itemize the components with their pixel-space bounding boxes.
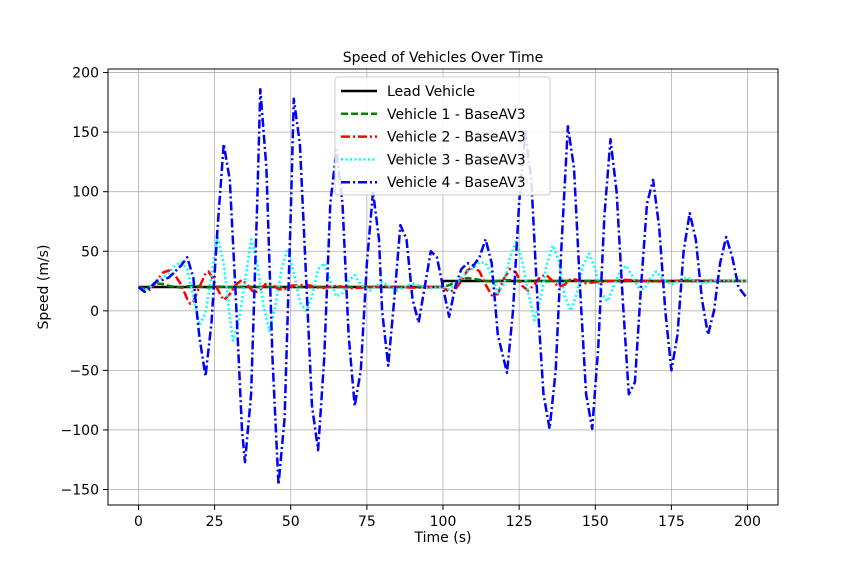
x-tick-label: 25 [206,514,224,530]
y-tick-label: 0 [90,304,99,320]
x-tick-label: 150 [582,514,609,530]
legend-label-vehicle-2-baseav3: Vehicle 2 - BaseAV3 [387,130,526,146]
x-tick-label: 0 [134,514,143,530]
series-line-vehicle-4-baseav3 [137,88,749,486]
x-axis-title: Time (s) [414,530,472,546]
series-line-vehicle-1-baseav3 [138,276,748,291]
legend: Lead Vehicle Vehicle 1 - BaseAV3 Vehicle 2… [334,76,551,196]
legend-label-vehicle-4-baseav3: Vehicle 4 - BaseAV3 [387,175,526,191]
y-tick-label: 50 [81,244,99,260]
y-tick-label: −50 [69,363,99,379]
series-group [137,88,749,486]
x-tick-label: 175 [658,514,685,530]
chart-title: Speed of Vehicles Over Time [343,50,543,66]
x-tick-label: 50 [282,514,300,530]
series-layer [137,88,749,486]
legend-label-vehicle-3-baseav3: Vehicle 3 - BaseAV3 [387,152,526,168]
legend-label-vehicle-1-baseav3: Vehicle 1 - BaseAV3 [387,107,526,123]
y-tick-label: 200 [72,66,99,82]
x-tick-label: 200 [734,514,761,530]
x-tick-label: 125 [506,514,533,530]
y-tick-label: 100 [72,185,99,201]
y-tick-label: 150 [72,125,99,141]
y-tick-label: −150 [61,483,99,499]
y-tick-label: −100 [61,423,99,439]
legend-box [334,76,551,196]
y-axis-title: Speed (m/s) [36,245,52,330]
x-tick-label: 75 [358,514,376,530]
legend-label-lead-vehicle: Lead Vehicle [387,84,475,100]
x-tick-label: 100 [430,514,457,530]
ticks: 0 25 50 75 100 125 150 175 200 −150 −100 −50 0 50 100 1… [61,66,761,530]
